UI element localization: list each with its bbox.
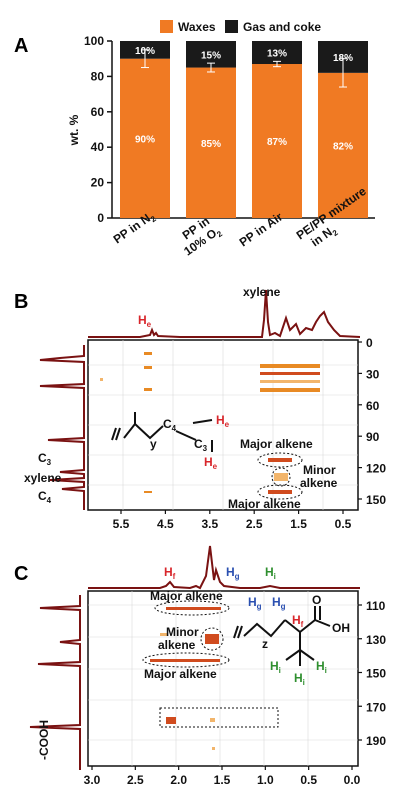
legend-label-waxes: Waxes [178,20,216,34]
y-tick-label: 60 [91,105,105,119]
panel-c-grid [88,591,358,766]
tick-label: 170 [366,700,386,714]
y-tick-label: 0 [97,211,104,225]
panel-c-major-alkene-2: Major alkene [144,667,217,681]
tick-label: 2.0 [170,773,187,787]
legend-swatch-waxes [160,20,173,33]
panel-b-y-subscript: y [150,437,157,451]
panel-b-left-trace [39,345,85,510]
tick-label: 2.5 [246,517,263,531]
y-tick-label: 100 [84,34,104,48]
bar-label-waxes: 82% [333,141,353,152]
panel-a-y-axis: 0 20 40 60 80 100 wt. % [67,34,113,225]
y-tick-label: 80 [91,69,105,83]
bar-waxes [318,72,368,218]
tick-label: 120 [366,462,386,476]
panel-c-z: z [262,637,268,651]
panel-b-cross-peaks [100,352,320,494]
tick-label: 5.5 [113,517,130,531]
tick-label: 0.5 [335,517,352,531]
panel-a-legend: Waxes Gas and coke [160,20,321,34]
tick-label: 150 [366,667,386,681]
bar-waxes [186,67,236,218]
panel-c-hi-1: Hi [270,659,281,675]
y-tick-label: 40 [91,140,105,154]
y-tick-label: 20 [91,176,105,190]
tick-label: 1.0 [257,773,274,787]
tick-label: 90 [366,430,380,444]
tick-label: 1.5 [214,773,231,787]
panel-b-c4-label: C4 [38,489,52,505]
tick-label: 0.0 [344,773,361,787]
bar-label-gas-coke: 15% [201,50,221,61]
panel-b-top-trace [88,289,361,338]
panel-c-o: O [312,593,321,607]
panel-c-left-trace [29,595,81,770]
panel-c-hf-label: Hf [164,565,176,581]
tick-label: 3.5 [201,517,218,531]
panel-b-alkene-circles [257,452,303,500]
bar-gas-coke [252,41,302,65]
panel-b-xylene-label: xylene [243,285,281,299]
panel-c-top-trace [88,545,360,590]
panel-c-plot-frame [87,590,359,767]
tick-label: 30 [366,367,380,381]
tick-label: 60 [366,399,380,413]
tick-label: 4.5 [157,517,174,531]
panel-c-hg-label: Hg [226,565,240,581]
panel-b-letter: B [14,291,28,313]
category-label-pp-10-o2: PP in10% O2 [173,212,224,260]
tick-label: 0.5 [300,773,317,787]
panel-c-major-alkene-1: Major alkene [150,589,223,603]
tick-label: 110 [366,599,386,613]
panel-c-structure [233,606,331,666]
tick-label: 150 [366,493,386,507]
bar-label-gas-coke: 13% [267,49,287,60]
panel-c-minor-alkene: Minor alkene [158,625,199,652]
bar-label-waxes: 87% [267,137,287,148]
tick-label: 190 [366,734,386,748]
panel-c-cooh-label: -COOH [37,720,51,760]
tick-label: 0 [366,336,373,350]
panel-b-minor-alkene: Minor alkene [300,463,338,490]
panel-b-major-alkene-2: Major alkene [228,497,301,511]
panel-c-letter: C [14,563,28,585]
panel-a-bars: 10%90%15%85%13%87%18%82% [120,41,368,219]
panel-b-he-label: He [138,313,152,329]
panel-c-hf: Hf [292,613,304,629]
panel-a-y-label: wt. % [67,114,81,146]
panel-b-y-ticks: 0 30 60 90 120 150 [358,336,386,507]
panel-b-structure [111,412,213,452]
panel-c-hi-2: Hi [316,659,327,675]
panel-c-oh: OH [332,621,350,635]
bar-label-waxes: 85% [201,139,221,150]
legend-swatch-gas-coke [225,20,238,33]
tick-label: 2.5 [127,773,144,787]
panel-c-alkene-circles [142,600,279,728]
tick-label: 3.0 [84,773,101,787]
panel-c-hi-label: Hi [265,565,276,581]
panel-b-c3-label: C3 [38,451,52,467]
panel-c-y-ticks: 110 130 150 170 190 [358,599,386,748]
panel-b-xylene-side-label: xylene [24,471,62,485]
panel-c-hi-3: Hi [294,671,305,687]
bar-waxes [120,58,170,219]
panel-b-major-alkene-1: Major alkene [240,437,313,451]
bar-label-waxes: 90% [135,134,155,145]
panel-c-cross-peaks [150,607,221,750]
tick-label: 130 [366,633,386,647]
panel-a-letter: A [14,35,28,57]
tick-label: 1.5 [290,517,307,531]
bar-waxes [252,64,302,218]
legend-label-gas-coke: Gas and coke [243,20,321,34]
panel-c-x-ticks: 3.0 2.5 2.0 1.5 1.0 0.5 0.0 [84,766,361,787]
panel-b-x-ticks: 5.5 4.5 3.5 2.5 1.5 0.5 [113,510,352,531]
